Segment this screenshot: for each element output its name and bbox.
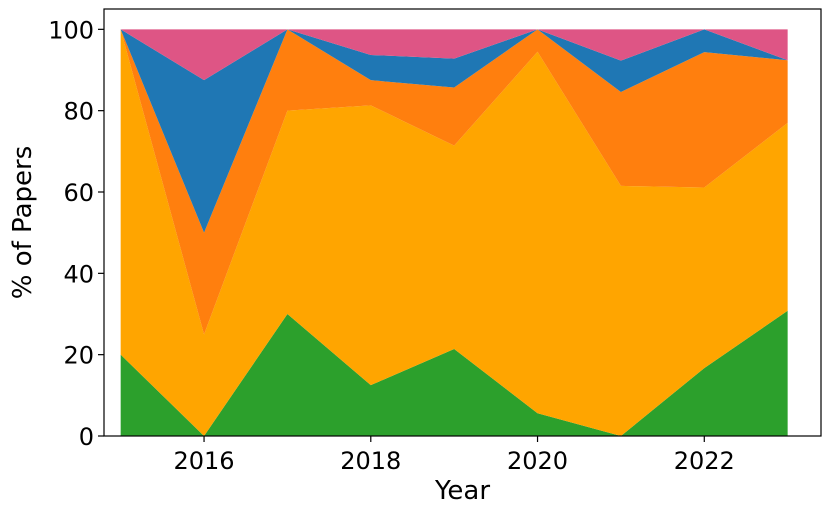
x-tick-label: 2018 bbox=[340, 447, 401, 475]
y-tick-label: 20 bbox=[63, 342, 94, 370]
y-tick-label: 100 bbox=[48, 16, 94, 44]
x-tick-label: 2016 bbox=[174, 447, 235, 475]
x-axis: 2016 2018 2020 2022 bbox=[174, 436, 735, 475]
x-axis-title: Year bbox=[434, 476, 490, 506]
area-series-2 bbox=[120, 29, 788, 437]
x-tick-label: 2022 bbox=[674, 447, 735, 475]
plot-frame bbox=[103, 8, 822, 437]
area-series-1 bbox=[120, 310, 788, 436]
y-tick-label: 80 bbox=[63, 98, 94, 126]
y-axis: 0 20 40 60 80 100 bbox=[48, 16, 104, 451]
y-axis-title: % of Papers bbox=[8, 146, 38, 299]
area-series-3 bbox=[120, 29, 788, 335]
x-tick-label: 2020 bbox=[507, 447, 568, 475]
y-tick-label: 40 bbox=[63, 260, 94, 288]
y-tick-label: 60 bbox=[63, 179, 94, 207]
area-series-5 bbox=[120, 29, 788, 81]
area-series-group bbox=[120, 29, 788, 437]
area-series-4 bbox=[120, 29, 788, 233]
y-tick-label: 0 bbox=[79, 423, 94, 451]
